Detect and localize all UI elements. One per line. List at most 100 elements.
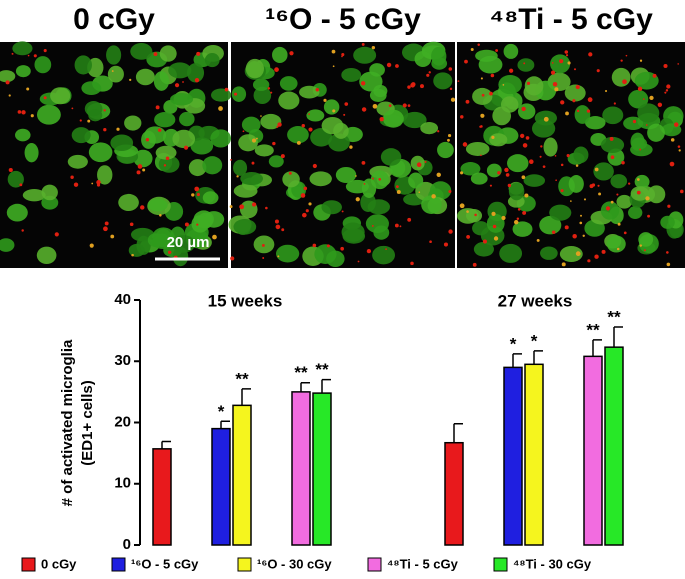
error-bar — [453, 422, 463, 443]
cell — [287, 126, 309, 144]
microglia-dot — [598, 192, 602, 196]
cell — [465, 142, 490, 156]
y-axis-label: (ED1+ cells) — [79, 380, 96, 465]
microglia-dot — [502, 83, 505, 86]
cell — [241, 116, 261, 133]
microglia-dot — [575, 251, 581, 257]
cell — [71, 127, 91, 144]
legend-swatch — [21, 557, 36, 572]
microglia-dot — [491, 135, 495, 140]
microglia-dot — [129, 222, 134, 227]
bar — [232, 404, 252, 546]
microglia-dot — [341, 55, 343, 58]
microglia-dot — [554, 87, 559, 92]
microglia-dot — [275, 224, 281, 230]
microglia-dot — [194, 78, 200, 83]
microglia-dot — [174, 83, 180, 88]
cell — [133, 149, 153, 168]
microglia-dot — [523, 62, 526, 65]
microglia-dot — [272, 141, 276, 146]
microglia-dot — [301, 123, 305, 128]
cell — [202, 191, 219, 205]
cell — [81, 81, 102, 96]
microglia-dot — [361, 160, 366, 165]
cell — [433, 72, 453, 90]
microglia-dot — [552, 81, 558, 87]
microglia-dot — [525, 136, 530, 140]
microglia-dot — [43, 49, 47, 53]
cell — [128, 243, 145, 257]
cell — [486, 213, 505, 233]
microglia-dot — [466, 235, 471, 239]
microglia-dot — [465, 99, 470, 104]
cell — [600, 201, 620, 220]
microglia-dot — [667, 204, 671, 208]
microglia-dot — [560, 163, 564, 167]
microglia-dot — [70, 175, 74, 179]
microglia-dot — [583, 198, 587, 201]
microglia-dot — [212, 234, 217, 240]
cell — [110, 134, 134, 152]
microglia-dot — [604, 89, 608, 93]
microglia-dot — [522, 143, 528, 148]
microglia-dot — [572, 234, 577, 239]
microglia-dot — [517, 208, 521, 211]
cell — [88, 142, 113, 163]
cell — [282, 171, 300, 188]
cell — [602, 106, 624, 125]
microglia-dot — [372, 104, 378, 109]
microglia-dot — [560, 189, 564, 193]
cell — [517, 58, 535, 72]
legend-swatch — [493, 557, 508, 572]
microglia-dot — [340, 246, 344, 251]
significance-label: ** — [315, 360, 329, 379]
cell — [499, 243, 523, 263]
microglia-dot — [277, 255, 280, 258]
error-bar — [512, 353, 522, 368]
cell — [593, 162, 614, 181]
microglia-dot — [643, 98, 645, 100]
microglia-dot — [457, 80, 460, 83]
cell — [323, 99, 340, 115]
cell — [204, 53, 220, 68]
microglia-dot — [639, 148, 642, 151]
cell — [539, 215, 562, 235]
microglia-dot — [184, 222, 189, 227]
microglia-dot — [596, 69, 600, 73]
microglia-dot — [448, 229, 453, 234]
significance-label: ** — [607, 307, 621, 326]
cell — [508, 182, 525, 201]
microglia-dot — [224, 87, 229, 92]
bar — [604, 346, 624, 546]
microglia-dot — [280, 154, 285, 159]
microglia-dot — [30, 114, 34, 118]
microglia-dot — [394, 223, 399, 228]
bar — [583, 355, 603, 546]
cell — [172, 246, 189, 267]
microglia-dot — [87, 119, 91, 123]
microglia-dot — [103, 226, 108, 232]
microglia-dot — [613, 102, 616, 105]
legend-label: ⁴⁸Ti - 30 cGy — [513, 556, 592, 571]
cell — [523, 174, 546, 187]
microglia-dot — [509, 68, 514, 73]
microglia-dot — [17, 110, 22, 114]
cell — [191, 215, 209, 233]
cell — [67, 154, 88, 169]
microglia-dot — [424, 160, 427, 163]
microglia-dot — [410, 261, 414, 266]
microglia-dot — [520, 133, 525, 139]
microglia-dot — [194, 186, 200, 192]
bar — [503, 366, 523, 546]
microglia-dot — [27, 54, 30, 57]
microglia-dot — [528, 159, 534, 165]
cell — [41, 195, 59, 210]
microglia-dot — [426, 73, 430, 77]
cell — [460, 162, 481, 176]
microglia-dot — [33, 54, 37, 58]
cell — [321, 116, 344, 135]
microglia-dot — [312, 163, 317, 169]
cell — [616, 194, 633, 209]
cell — [540, 246, 558, 260]
microglia-dot — [466, 210, 469, 213]
